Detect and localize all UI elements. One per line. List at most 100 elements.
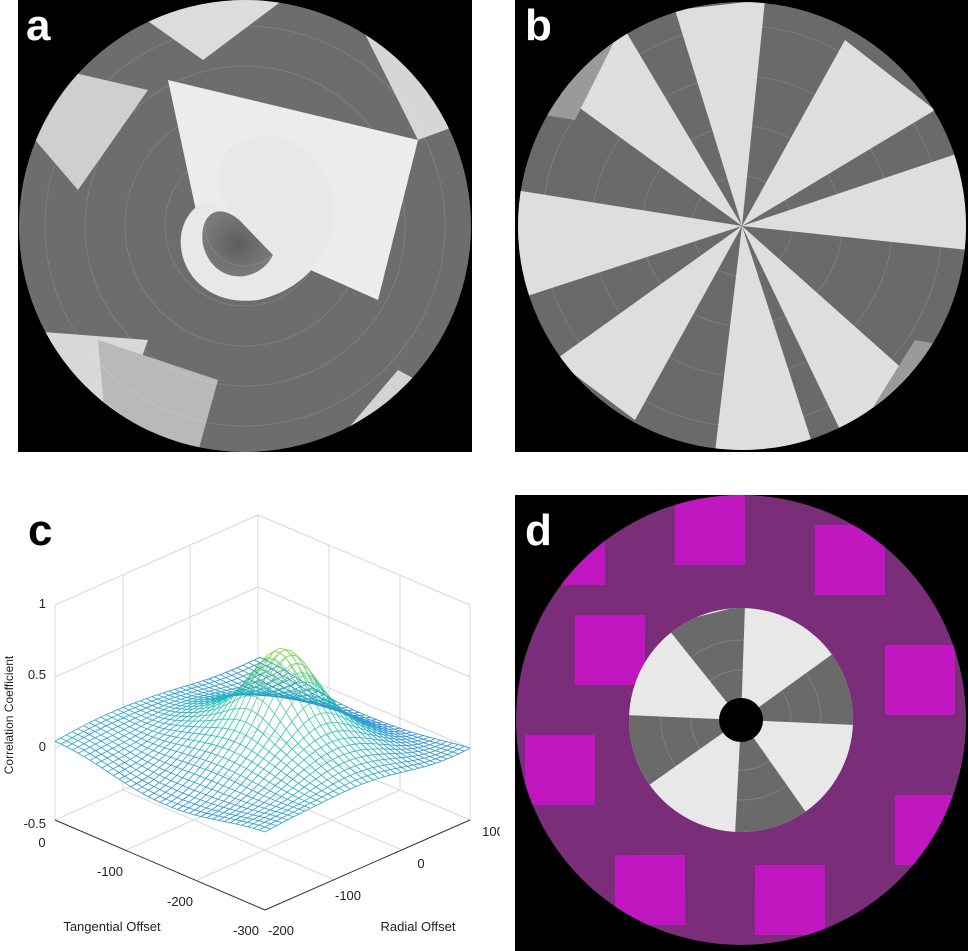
surface-mesh-line — [153, 792, 161, 797]
surface-mesh-line — [287, 816, 294, 821]
surface-mesh-line — [198, 705, 205, 707]
surface-mesh-line — [151, 698, 158, 702]
surface-mesh-line — [257, 768, 264, 776]
surface-mesh-line — [152, 726, 159, 732]
surface-mesh-line — [227, 700, 234, 705]
surface-mesh-line — [321, 786, 328, 791]
surface-mesh-line — [376, 725, 384, 730]
surface-mesh-line — [258, 806, 265, 809]
surface-mesh-line — [298, 778, 305, 784]
surface-mesh-line — [383, 740, 390, 742]
surface-mesh-line — [281, 798, 288, 804]
surface-mesh-line — [315, 774, 322, 780]
surface-mesh-line — [302, 681, 309, 691]
surface-mesh-line — [302, 664, 309, 670]
surface-mesh-line — [245, 708, 252, 711]
surface-mesh-line — [205, 734, 212, 736]
surface-mesh-line — [383, 744, 390, 750]
surface-mesh-line — [130, 769, 137, 774]
surface-mesh-line — [441, 754, 448, 758]
surface-mesh-line — [266, 687, 273, 692]
surface-mesh-line — [180, 697, 187, 700]
surface-mesh-line — [175, 708, 182, 713]
surface-mesh-line — [141, 758, 148, 763]
surface-mesh-line — [321, 799, 328, 803]
surface-mesh-line — [237, 672, 244, 677]
surface-mesh-line — [180, 698, 187, 701]
surface-mesh-line — [212, 818, 219, 821]
surface-mesh-line — [153, 750, 160, 754]
surface-mesh-line — [211, 788, 218, 792]
surface-mesh-line — [194, 809, 201, 812]
surface-mesh-line — [146, 705, 153, 709]
surface-mesh-line — [152, 707, 159, 711]
surface-mesh-line — [164, 729, 171, 735]
surface-mesh-line — [412, 740, 418, 743]
surface-mesh-line — [210, 719, 217, 728]
surface-mesh-line — [296, 689, 303, 692]
surface-mesh-line — [218, 815, 225, 818]
surface-mesh-line — [365, 725, 373, 730]
surface-mesh-line — [107, 764, 114, 770]
surface-mesh-line — [185, 685, 192, 689]
surface-mesh-line — [204, 727, 212, 735]
surface-mesh-line — [142, 779, 149, 784]
surface-mesh-line — [181, 720, 188, 727]
surface-mesh-line — [347, 710, 354, 714]
surface-mesh-line — [260, 689, 267, 693]
surface-mesh-line — [321, 793, 328, 798]
surface-mesh-line — [191, 682, 198, 685]
surface-mesh-line — [366, 760, 373, 763]
surface-mesh-line — [235, 804, 242, 808]
surface-mesh-line — [170, 780, 178, 784]
surface-mesh-line — [197, 682, 204, 686]
surface-mesh-line — [193, 756, 200, 759]
surface-mesh-line — [254, 659, 261, 664]
surface-mesh-line — [283, 695, 290, 698]
surface-mesh-line — [412, 755, 419, 760]
surface-mesh-line — [296, 690, 303, 696]
surface-mesh-line — [222, 766, 230, 771]
surface-mesh-line — [163, 714, 170, 719]
surface-mesh-line — [268, 706, 275, 715]
surface-mesh-line — [129, 751, 137, 757]
surface-mesh-line — [256, 669, 263, 672]
surface-mesh-line — [279, 683, 287, 694]
surface-mesh-line — [168, 694, 175, 698]
surface-mesh-line — [169, 704, 176, 708]
surface-mesh-line — [349, 752, 356, 759]
surface-mesh-line — [382, 726, 389, 730]
surface-mesh-line — [239, 743, 247, 748]
surface-mesh-line — [153, 764, 160, 769]
surface-mesh-line — [112, 738, 119, 743]
surface-mesh-line — [291, 703, 298, 715]
surface-mesh-line — [300, 683, 307, 688]
surface-mesh — [54, 647, 471, 833]
surface-mesh-line — [100, 728, 107, 733]
surface-mesh-line — [326, 779, 334, 785]
surface-mesh-line — [94, 725, 102, 730]
surface-mesh-line — [215, 694, 222, 697]
surface-mesh-line — [234, 772, 241, 776]
surface-mesh-line — [406, 756, 413, 761]
surface-mesh-line — [406, 755, 413, 758]
surface-mesh-line — [113, 775, 120, 780]
surface-mesh-line — [292, 774, 299, 780]
surface-mesh-line — [388, 726, 395, 730]
surface-mesh-line — [284, 675, 292, 681]
surface-mesh-line — [188, 790, 195, 796]
surface-mesh-line — [228, 752, 235, 761]
surface-mesh-line — [297, 764, 305, 770]
surface-mesh-line — [295, 693, 302, 697]
surface-mesh-line — [312, 701, 319, 705]
surface-mesh-line — [251, 775, 259, 782]
surface-mesh-line — [429, 744, 436, 747]
surface-mesh-line — [141, 751, 148, 756]
surface-mesh-line — [205, 794, 213, 798]
surface-mesh-line — [270, 825, 277, 830]
surface-mesh-line — [112, 758, 119, 763]
surface-mesh-line — [231, 688, 239, 692]
surface-mesh-line — [228, 778, 236, 783]
surface-mesh-line — [251, 771, 259, 776]
surface-mesh-line — [124, 758, 131, 763]
